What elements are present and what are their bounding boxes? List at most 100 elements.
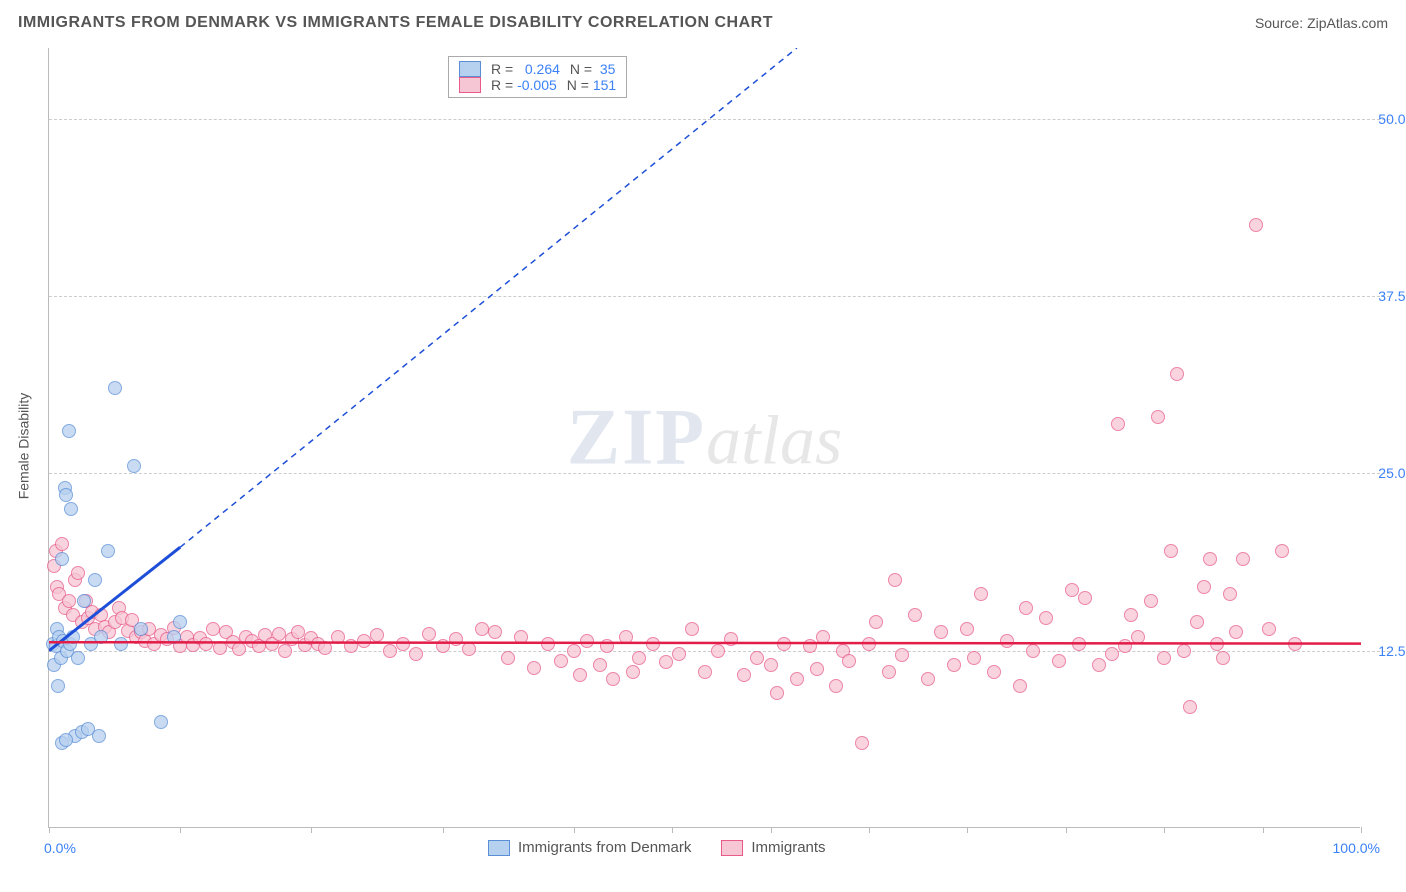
legend-item-immigrants: Immigrants xyxy=(721,839,825,856)
scatter-point xyxy=(370,628,384,642)
scatter-point xyxy=(59,733,73,747)
scatter-point xyxy=(1164,544,1178,558)
scatter-point xyxy=(59,488,73,502)
x-tick xyxy=(1263,827,1264,833)
scatter-point xyxy=(1118,639,1132,653)
scatter-point xyxy=(672,647,686,661)
x-tick xyxy=(574,827,575,833)
scatter-point xyxy=(1111,417,1125,431)
scatter-point xyxy=(1275,544,1289,558)
swatch-immigrants-bottom xyxy=(721,840,743,856)
scatter-point xyxy=(1013,679,1027,693)
scatter-point xyxy=(409,647,423,661)
scatter-point xyxy=(580,634,594,648)
scatter-point xyxy=(790,672,804,686)
scatter-point xyxy=(882,665,896,679)
scatter-point xyxy=(626,665,640,679)
scatter-point xyxy=(213,641,227,655)
scatter-point xyxy=(55,552,69,566)
legend-item-denmark: Immigrants from Denmark xyxy=(488,839,691,856)
scatter-point xyxy=(167,630,181,644)
scatter-point xyxy=(934,625,948,639)
scatter-point xyxy=(816,630,830,644)
scatter-point xyxy=(724,632,738,646)
scatter-point xyxy=(842,654,856,668)
scatter-point xyxy=(344,639,358,653)
scatter-point xyxy=(921,672,935,686)
scatter-point xyxy=(750,651,764,665)
scatter-point xyxy=(764,658,778,672)
chart-title: IMMIGRANTS FROM DENMARK VS IMMIGRANTS FE… xyxy=(18,14,773,32)
scatter-point xyxy=(803,639,817,653)
scatter-point xyxy=(173,615,187,629)
scatter-point xyxy=(357,634,371,648)
y-tick-label: 12.5% xyxy=(1378,643,1406,659)
scatter-point xyxy=(567,644,581,658)
y-axis-title: Female Disability xyxy=(15,393,31,500)
scatter-point xyxy=(1203,552,1217,566)
scatter-point xyxy=(232,642,246,656)
plot-region: ZIPatlas 12.5%25.0%37.5%50.0% xyxy=(48,48,1360,828)
scatter-point xyxy=(396,637,410,651)
scatter-point xyxy=(1229,625,1243,639)
scatter-point xyxy=(1019,601,1033,615)
scatter-point xyxy=(422,627,436,641)
scatter-point xyxy=(895,648,909,662)
scatter-point xyxy=(829,679,843,693)
y-tick-label: 37.5% xyxy=(1378,288,1406,304)
scatter-point xyxy=(1039,611,1053,625)
scatter-point xyxy=(527,661,541,675)
scatter-point xyxy=(711,644,725,658)
header-bar: IMMIGRANTS FROM DENMARK VS IMMIGRANTS FE… xyxy=(18,14,1388,32)
x-tick xyxy=(1361,827,1362,833)
scatter-point xyxy=(488,625,502,639)
x-tick xyxy=(1164,827,1165,833)
x-tick xyxy=(180,827,181,833)
scatter-point xyxy=(1183,700,1197,714)
scatter-point xyxy=(1026,644,1040,658)
scatter-point xyxy=(1072,637,1086,651)
scatter-point xyxy=(855,736,869,750)
r-value-denmark: 0.264 xyxy=(525,61,560,77)
x-tick xyxy=(443,827,444,833)
scatter-point xyxy=(541,637,555,651)
scatter-point xyxy=(1170,367,1184,381)
scatter-point xyxy=(101,544,115,558)
gridline xyxy=(49,119,1390,120)
scatter-point xyxy=(318,641,332,655)
scatter-point xyxy=(573,668,587,682)
scatter-point xyxy=(66,630,80,644)
scatter-point xyxy=(501,651,515,665)
swatch-immigrants xyxy=(459,77,481,93)
x-tick xyxy=(672,827,673,833)
scatter-point xyxy=(869,615,883,629)
scatter-point xyxy=(62,594,76,608)
scatter-point xyxy=(777,637,791,651)
scatter-point xyxy=(619,630,633,644)
scatter-point xyxy=(593,658,607,672)
scatter-point xyxy=(554,654,568,668)
scatter-point xyxy=(1157,651,1171,665)
x-axis-max-label: 100.0% xyxy=(1333,840,1380,856)
scatter-point xyxy=(88,573,102,587)
scatter-point xyxy=(1249,218,1263,232)
x-tick xyxy=(771,827,772,833)
scatter-point xyxy=(462,642,476,656)
scatter-point xyxy=(77,594,91,608)
trendline-extrapolated xyxy=(180,48,797,547)
scatter-point xyxy=(698,665,712,679)
swatch-denmark xyxy=(459,61,481,77)
scatter-point xyxy=(383,644,397,658)
scatter-point xyxy=(114,637,128,651)
scatter-point xyxy=(987,665,1001,679)
x-tick xyxy=(49,827,50,833)
scatter-point xyxy=(71,566,85,580)
scatter-point xyxy=(108,381,122,395)
scatter-point xyxy=(659,655,673,669)
x-tick xyxy=(1066,827,1067,833)
scatter-point xyxy=(1065,583,1079,597)
scatter-point xyxy=(514,630,528,644)
scatter-point xyxy=(1000,634,1014,648)
scatter-point xyxy=(272,627,286,641)
x-tick xyxy=(311,827,312,833)
